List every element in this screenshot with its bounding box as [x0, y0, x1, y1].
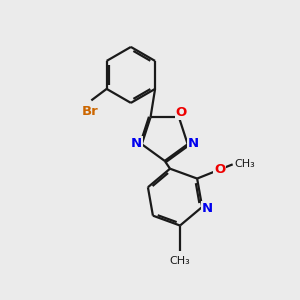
Text: N: N — [131, 137, 142, 150]
Text: CH₃: CH₃ — [234, 159, 255, 169]
Text: CH₃: CH₃ — [170, 256, 190, 266]
Text: N: N — [188, 137, 199, 150]
Text: N: N — [202, 202, 213, 215]
Text: O: O — [214, 163, 225, 176]
Text: Br: Br — [82, 105, 98, 118]
Text: O: O — [176, 106, 187, 119]
